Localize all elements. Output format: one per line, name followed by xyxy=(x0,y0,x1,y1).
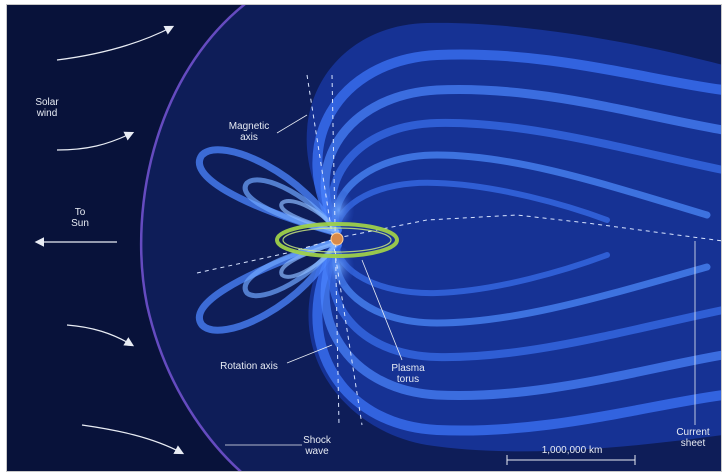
north-cusp xyxy=(326,190,354,230)
rotation-axis-line xyxy=(331,74,340,426)
scale-bar xyxy=(506,455,636,465)
solar-wind-arrows xyxy=(56,25,185,455)
current-sheet-label: Current sheet xyxy=(676,427,710,449)
jupiter-planet xyxy=(330,232,344,246)
dayside-field-lines xyxy=(196,146,341,334)
plasma-torus xyxy=(275,222,399,258)
rotation-axis-label: Rotation axis xyxy=(220,361,278,372)
magnetic-axis-label: Magnetic axis xyxy=(228,121,270,143)
shock-wave-label: Shock wave xyxy=(303,435,331,457)
to-sun-label: To Sun xyxy=(71,207,89,229)
magnetosphere-diagram: Solar wind To Sun Magnetic axis Rotation… xyxy=(6,4,722,472)
solar-wind-label: Solar wind xyxy=(35,97,59,119)
scale-label: 1,000,000 km xyxy=(541,445,603,456)
plasma-torus-label: Plasma torus xyxy=(391,363,425,385)
magnetosphere-illustration xyxy=(34,5,721,471)
magnetic-axis-line xyxy=(306,74,363,426)
south-cusp xyxy=(326,247,354,287)
upper-field-lines xyxy=(312,49,721,235)
outer-magnetosphere xyxy=(306,22,721,452)
leader-lines xyxy=(225,114,696,446)
